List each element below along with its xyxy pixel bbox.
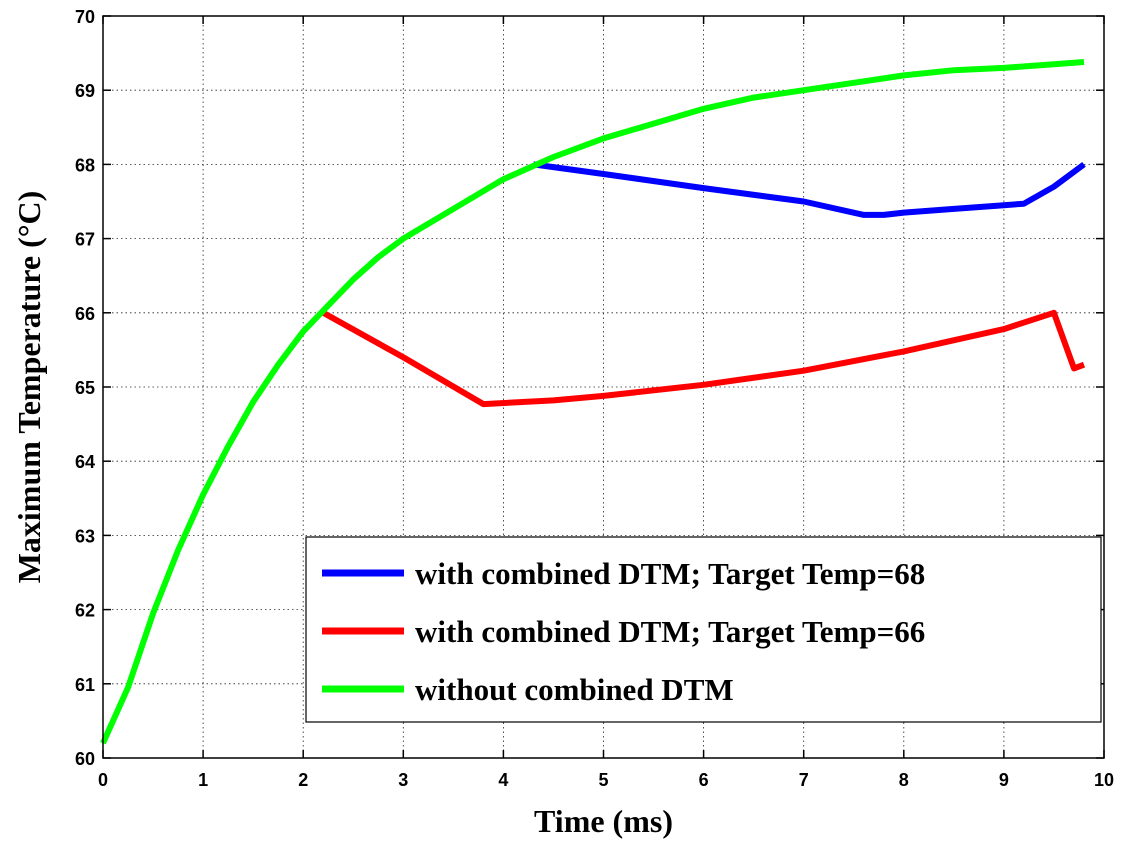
x-tick-label: 2 [298, 770, 308, 790]
x-tick-label: 0 [98, 770, 108, 790]
x-axis-label: Time (ms) [534, 803, 673, 839]
series-line-1 [321, 309, 1086, 408]
x-tick-label: 10 [1094, 770, 1114, 790]
y-tick-label: 70 [75, 7, 95, 27]
x-tick-label: 7 [799, 770, 809, 790]
y-tick-label: 64 [75, 452, 95, 472]
y-tick-label: 68 [75, 155, 95, 175]
y-tick-label: 62 [75, 601, 95, 621]
y-tick-label: 67 [75, 230, 95, 250]
x-tick-label: 4 [498, 770, 508, 790]
legend-label-1: with combined DTM; Target Temp=66 [415, 614, 925, 649]
series-line-2 [100, 59, 1085, 745]
x-tick-label: 8 [899, 770, 909, 790]
y-tick-label: 69 [75, 81, 95, 101]
y-tick-label: 60 [75, 749, 95, 769]
data-series [100, 59, 1086, 745]
y-axis-label: Maximum Temperature (°C) [11, 191, 47, 584]
x-tick-label: 1 [198, 770, 208, 790]
series-line-0 [532, 161, 1086, 218]
x-tick-label: 9 [999, 770, 1009, 790]
legend-box [305, 536, 1102, 723]
y-tick-label: 61 [75, 675, 95, 695]
x-tick-label: 6 [699, 770, 709, 790]
legend: with combined DTM; Target Temp=68 with co… [305, 536, 1102, 723]
x-tick-label: 3 [398, 770, 408, 790]
x-tick-label: 5 [598, 770, 608, 790]
y-tick-label: 63 [75, 526, 95, 546]
legend-label-0: with combined DTM; Target Temp=68 [415, 556, 925, 591]
y-tick-label: 65 [75, 378, 95, 398]
legend-label-2: without combined DTM [415, 672, 734, 707]
y-tick-label: 66 [75, 304, 95, 324]
